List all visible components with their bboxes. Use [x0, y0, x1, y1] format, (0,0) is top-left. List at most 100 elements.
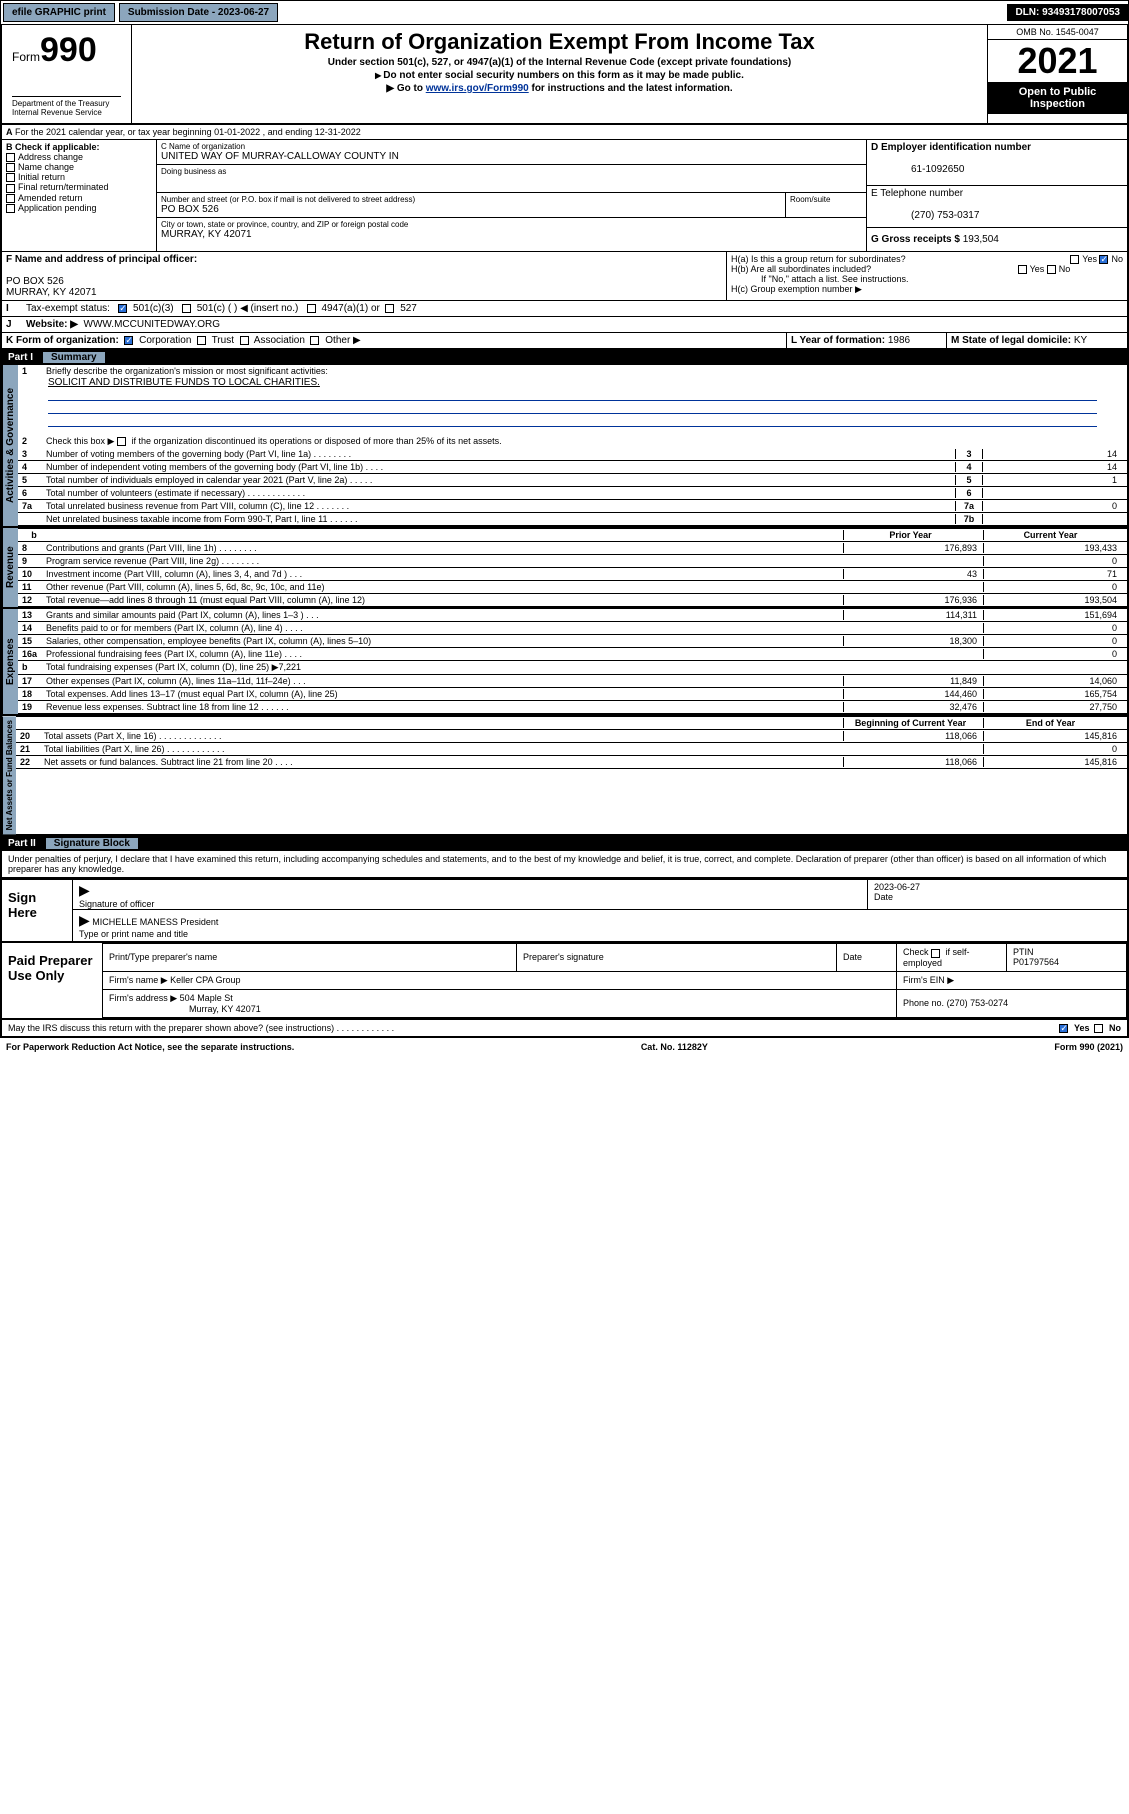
cb-self-employed[interactable] [931, 949, 940, 958]
part1-rev: Revenue bPrior YearCurrent Year 8Contrib… [0, 528, 1129, 609]
f-lbl: F Name and address of principal officer: [6, 254, 197, 265]
cb-corp[interactable] [124, 336, 133, 345]
cb-discontinued[interactable] [117, 437, 126, 446]
state-domicile: KY [1074, 335, 1087, 346]
footer-right: Form 990 (2021) [1054, 1042, 1123, 1052]
g-lbl: G Gross receipts $ [871, 234, 960, 245]
end-year-hdr: End of Year [983, 718, 1123, 728]
cb-initial[interactable] [6, 173, 15, 182]
header-right: OMB No. 1545-0047 2021 Open to Public In… [987, 25, 1127, 123]
i-row: I Tax-exempt status: 501(c)(3) 501(c) ( … [0, 301, 1129, 317]
gross-receipts: 193,504 [963, 234, 999, 245]
pp-sig-lbl: Preparer's signature [516, 944, 836, 971]
form-header: Form990 Department of the TreasuryIntern… [0, 25, 1129, 125]
cb-501c[interactable] [182, 304, 191, 313]
cb-may-yes[interactable] [1059, 1024, 1068, 1033]
street-lbl: Number and street (or P.O. box if mail i… [161, 195, 781, 204]
dln: DLN: 93493178007053 [1007, 4, 1128, 21]
pp-date-lbl: Date [837, 944, 897, 971]
data-line: 16aProfessional fundraising fees (Part I… [18, 648, 1127, 661]
data-line: 8Contributions and grants (Part VIII, li… [18, 542, 1127, 555]
cb-4947[interactable] [307, 304, 316, 313]
gov-line: 5Total number of individuals employed in… [18, 474, 1127, 487]
phone: (270) 753-0317 [871, 210, 979, 221]
form990-box: Form990 Department of the TreasuryIntern… [2, 25, 132, 123]
mission-line [48, 389, 1097, 401]
cb-namechange[interactable] [6, 163, 15, 172]
cb-501c3[interactable] [118, 304, 127, 313]
cb-pending[interactable] [6, 204, 15, 213]
cb-assoc[interactable] [240, 336, 249, 345]
l-lbl: L Year of formation: [791, 335, 885, 346]
cb-final[interactable] [6, 184, 15, 193]
sidetab-rev: Revenue [2, 528, 18, 607]
cb-hb-yes[interactable] [1018, 265, 1027, 274]
open-inspection: Open to Public Inspection [988, 82, 1127, 114]
topbar: efile GRAPHIC print Submission Date - 20… [0, 0, 1129, 25]
preparer-table: Print/Type preparer's name Preparer's si… [102, 943, 1127, 1017]
b-label: B Check if applicable: [6, 142, 100, 152]
officer-name: MICHELLE MANESS President [92, 917, 218, 927]
e-lbl: E Telephone number [871, 188, 963, 199]
header-sub3: ▶ Go to www.irs.gov/Form990 for instruct… [140, 83, 979, 94]
ptin: P01797564 [1013, 957, 1059, 967]
part1-title: Summary [43, 352, 105, 363]
part2-header: Part II Signature Block [0, 836, 1129, 851]
sign-here-label: Sign Here [2, 880, 72, 941]
bcd-block: B Check if applicable: Address change Na… [0, 140, 1129, 252]
street: PO BOX 526 [161, 204, 781, 215]
data-line: 20Total assets (Part X, line 16) . . . .… [16, 730, 1127, 743]
gov-line: 6Total number of volunteers (estimate if… [18, 487, 1127, 500]
h-note: If "No," attach a list. See instructions… [731, 274, 908, 284]
klm-row: K Form of organization: Corporation Trus… [0, 333, 1129, 350]
col-c: C Name of organization UNITED WAY OF MUR… [157, 140, 867, 251]
firm-name-lbl: Firm's name ▶ [109, 975, 168, 985]
j-row: J Website: ▶ WWW.MCCUNITEDWAY.ORG [0, 317, 1129, 333]
hb-lbl: H(b) Are all subordinates included? [731, 264, 871, 274]
tax-year: 2021 [988, 40, 1127, 82]
data-line: 19Revenue less expenses. Subtract line 1… [18, 701, 1127, 714]
cb-ha-yes[interactable] [1070, 255, 1079, 264]
col-b: B Check if applicable: Address change Na… [2, 140, 157, 251]
ha-lbl: H(a) Is this a group return for subordin… [731, 254, 906, 264]
gov-line: Net unrelated business taxable income fr… [18, 513, 1127, 526]
sidetab-gov: Activities & Governance [2, 365, 18, 526]
m-lbl: M State of legal domicile: [951, 335, 1071, 346]
part1-net: Net Assets or Fund Balances Beginning of… [0, 716, 1129, 836]
data-line: 10Investment income (Part VIII, column (… [18, 568, 1127, 581]
cb-other[interactable] [310, 336, 319, 345]
gov-line: 4Number of independent voting members of… [18, 461, 1127, 474]
gov-line: 7aTotal unrelated business revenue from … [18, 500, 1127, 513]
fh-block: F Name and address of principal officer:… [0, 252, 1129, 301]
cb-527[interactable] [385, 304, 394, 313]
cb-ha-no[interactable] [1099, 255, 1108, 264]
i-lbl: Tax-exempt status: [26, 303, 110, 314]
page-footer: For Paperwork Reduction Act Notice, see … [0, 1038, 1129, 1056]
line-a: A For the 2021 calendar year, or tax yea… [0, 125, 1129, 140]
data-line: 9Program service revenue (Part VIII, lin… [18, 555, 1127, 568]
cb-amended[interactable] [6, 194, 15, 203]
name-title-lbl: Type or print name and title [79, 929, 188, 939]
cb-hb-no[interactable] [1047, 265, 1056, 274]
header-center: Return of Organization Exempt From Incom… [132, 25, 987, 123]
line-a-text: For the 2021 calendar year, or tax year … [15, 127, 361, 137]
part1-gov: Activities & Governance 1Briefly describ… [0, 365, 1129, 528]
website: WWW.MCCUNITEDWAY.ORG [84, 319, 220, 330]
cb-may-no[interactable] [1094, 1024, 1103, 1033]
cb-address[interactable] [6, 153, 15, 162]
data-line: 17Other expenses (Part IX, column (A), l… [18, 675, 1127, 688]
form-title: Return of Organization Exempt From Incom… [140, 29, 979, 55]
cb-trust[interactable] [197, 336, 206, 345]
irs-link[interactable]: www.irs.gov/Form990 [426, 83, 529, 94]
form-number: 990 [40, 31, 97, 69]
l1-value: SOLICIT AND DISTRIBUTE FUNDS TO LOCAL CH… [48, 377, 320, 388]
phone-lbl: Phone no. [903, 998, 944, 1008]
col-deg: D Employer identification number 61-1092… [867, 140, 1127, 251]
may-discuss: May the IRS discuss this return with the… [8, 1023, 1059, 1033]
firm-ein-lbl: Firm's EIN ▶ [897, 971, 1127, 989]
data-line: 13Grants and similar amounts paid (Part … [18, 609, 1127, 622]
j-lbl: Website: ▶ [26, 319, 78, 330]
submission-date: Submission Date - 2023-06-27 [119, 3, 278, 22]
efile-button[interactable]: efile GRAPHIC print [3, 3, 115, 22]
hc-lbl: H(c) Group exemption number ▶ [731, 284, 862, 294]
